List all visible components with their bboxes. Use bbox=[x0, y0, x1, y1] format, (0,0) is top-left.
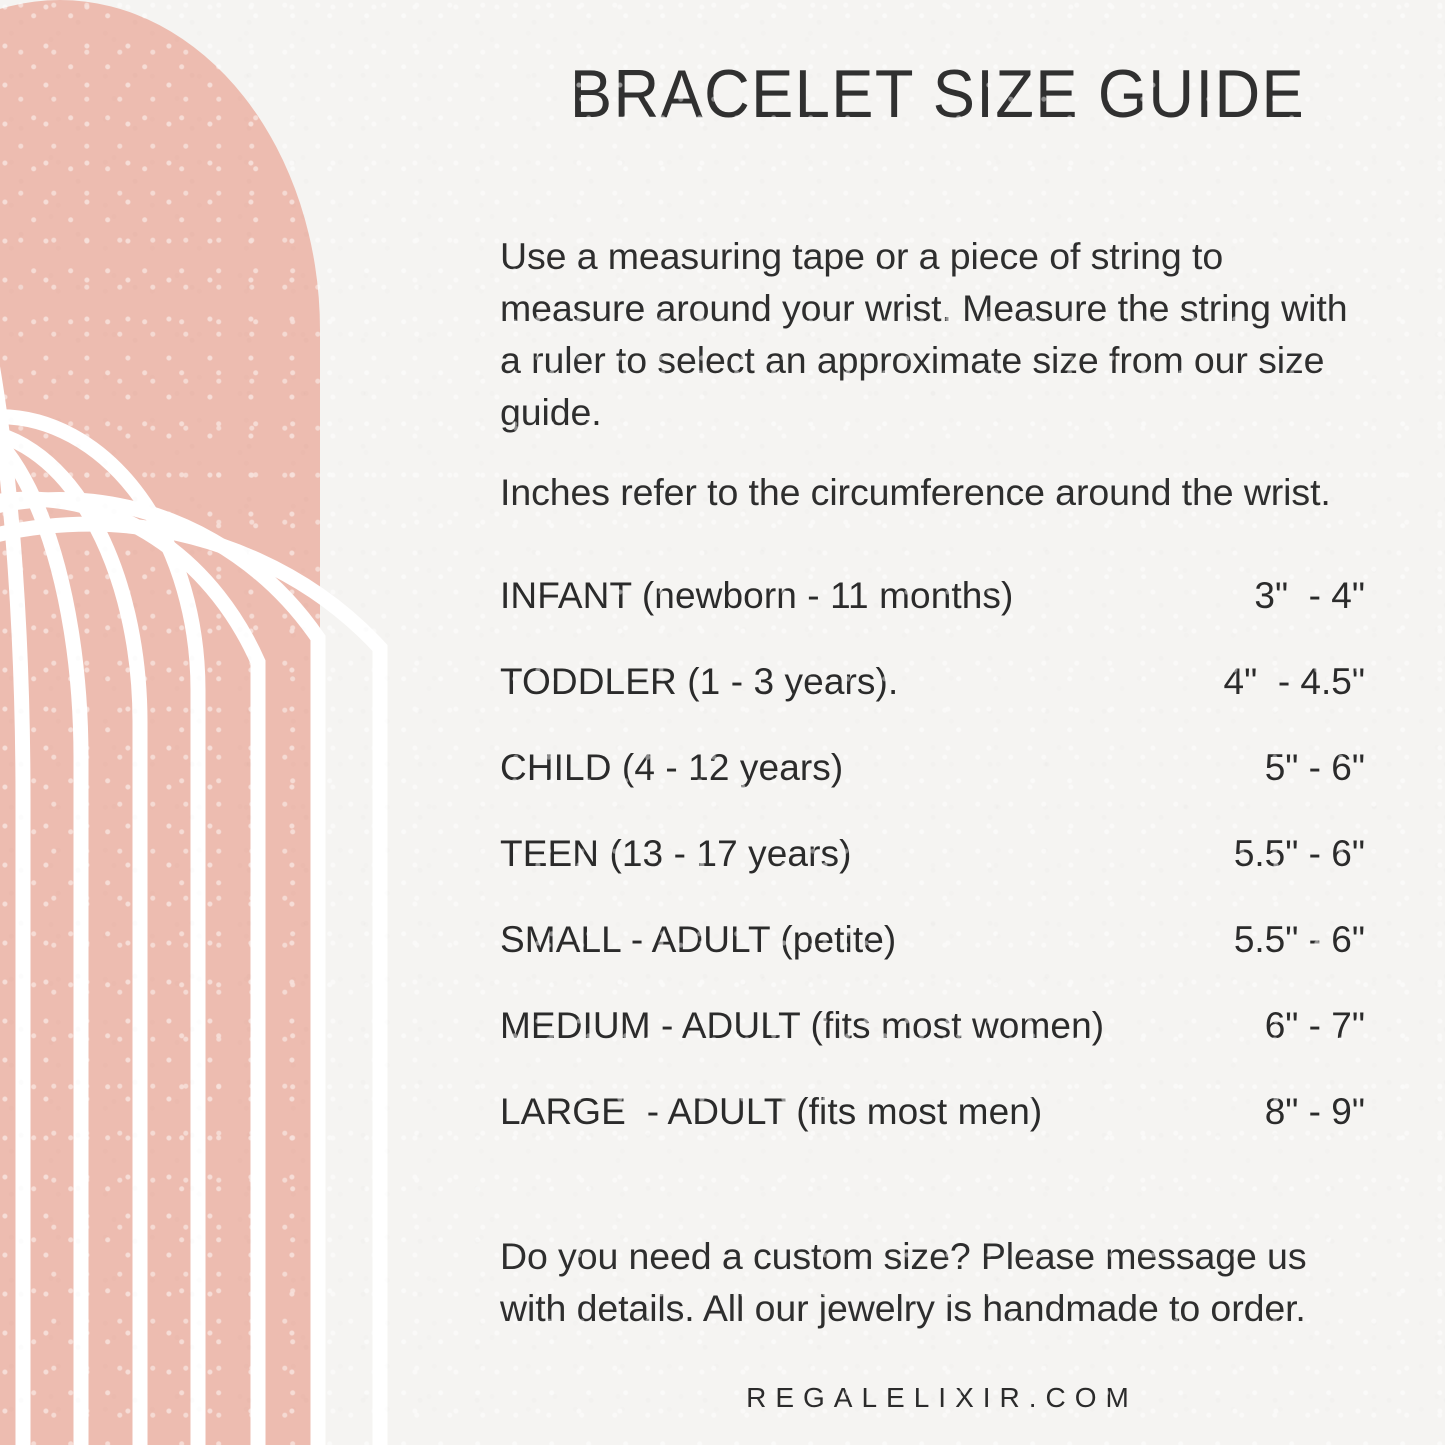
size-label: MEDIUM - ADULT (fits most women) bbox=[500, 1005, 1105, 1046]
page-title: BRACELET SIZE GUIDE bbox=[569, 56, 1306, 132]
table-row: CHILD (4 - 12 years) 5" - 6" bbox=[500, 747, 1365, 833]
size-value: 3" - 4" bbox=[1254, 575, 1365, 616]
size-value: 5.5" - 6" bbox=[1233, 833, 1365, 874]
website-footer: REGALELIXIR.COM bbox=[746, 1382, 1138, 1413]
size-label: LARGE - ADULT (fits most men) bbox=[500, 1091, 1043, 1132]
size-value: 8" - 9" bbox=[1264, 1091, 1365, 1132]
table-row: LARGE - ADULT (fits most men) 8" - 9" bbox=[500, 1091, 1365, 1177]
intro-paragraph: Use a measuring tape or a piece of strin… bbox=[500, 234, 1348, 433]
inches-note: Inches refer to the circumference around… bbox=[500, 470, 1331, 513]
rainbow-arch-graphic bbox=[0, 0, 388, 1445]
size-value: 6" - 7" bbox=[1264, 1005, 1365, 1046]
custom-size-note: Do you need a custom size? Please messag… bbox=[500, 1234, 1307, 1329]
size-label: CHILD (4 - 12 years) bbox=[500, 747, 844, 788]
table-row: TODDLER (1 - 3 years). 4" - 4.5" bbox=[500, 661, 1365, 747]
size-label: INFANT (newborn - 11 months) bbox=[500, 575, 1014, 616]
table-row: MEDIUM - ADULT (fits most women) 6" - 7" bbox=[500, 1005, 1365, 1091]
size-value: 4" - 4.5" bbox=[1223, 661, 1365, 702]
size-value: 5.5" - 6" bbox=[1233, 919, 1365, 960]
size-table: INFANT (newborn - 11 months) 3" - 4" TOD… bbox=[500, 575, 1365, 1177]
size-value: 5" - 6" bbox=[1264, 747, 1365, 788]
size-label: TODDLER (1 - 3 years). bbox=[500, 661, 899, 702]
arch-stroke-6 bbox=[0, 432, 89, 1445]
size-label: TEEN (13 - 17 years) bbox=[500, 833, 852, 874]
arch-stroke-4 bbox=[0, 409, 206, 1445]
table-row: SMALL - ADULT (petite) 5.5" - 6" bbox=[500, 919, 1365, 1005]
size-label: SMALL - ADULT (petite) bbox=[500, 919, 897, 960]
arch-stroke-7 bbox=[0, 366, 31, 1445]
table-row: INFANT (newborn - 11 months) 3" - 4" bbox=[500, 575, 1365, 661]
arch-stroke-5 bbox=[0, 427, 148, 1445]
table-row: TEEN (13 - 17 years) 5.5" - 6" bbox=[500, 833, 1365, 919]
